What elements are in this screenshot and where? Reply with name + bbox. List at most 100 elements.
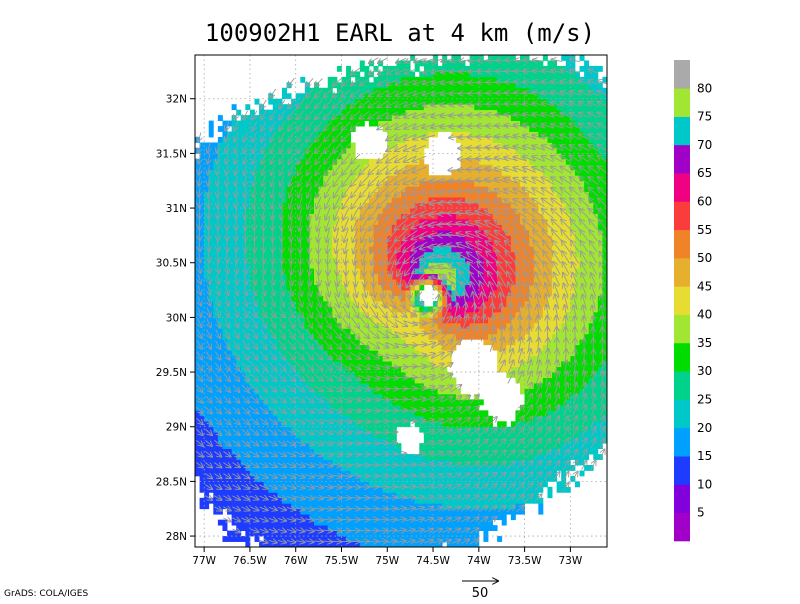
wind-cell — [350, 273, 356, 280]
wind-cell — [272, 164, 278, 171]
wind-cell — [295, 306, 301, 313]
wind-cell — [474, 126, 480, 132]
wind-cell — [396, 508, 402, 515]
wind-cell — [405, 131, 411, 138]
wind-cell — [291, 251, 297, 258]
wind-cell — [423, 169, 429, 176]
wind-cell — [460, 481, 466, 488]
wind-cell — [208, 273, 214, 280]
wind-cell — [268, 437, 274, 444]
wind-cell — [295, 393, 301, 400]
wind-cell — [231, 432, 237, 439]
wind-cell — [314, 142, 319, 149]
wind-cell — [474, 508, 480, 515]
wind-cell — [350, 361, 356, 367]
wind-cell — [222, 519, 228, 526]
wind-cell — [423, 372, 429, 378]
wind-cell — [451, 197, 457, 203]
wind-cell — [460, 448, 466, 455]
wind-cell — [281, 142, 287, 149]
wind-cell — [368, 492, 374, 499]
wind-cell — [286, 410, 292, 417]
wind-cell — [341, 454, 347, 460]
wind-cell — [405, 142, 411, 149]
wind-cell — [245, 284, 251, 291]
wind-cell — [263, 235, 269, 242]
wind-cell — [355, 208, 361, 214]
wind-cell — [318, 93, 324, 100]
wind-cell — [263, 246, 269, 253]
wind-cell — [277, 508, 283, 515]
wind-cell — [204, 290, 210, 296]
wind-cell — [437, 377, 443, 384]
wind-cell — [373, 317, 379, 324]
wind-cell — [277, 475, 283, 482]
wind-cell — [414, 76, 420, 83]
wind-cell — [368, 251, 374, 258]
wind-cell — [222, 301, 228, 307]
wind-cell — [222, 153, 228, 160]
wind-cell — [318, 459, 324, 466]
wind-cell — [245, 350, 251, 357]
wind-cell — [346, 213, 352, 220]
wind-cell — [451, 448, 457, 455]
wind-cell — [401, 131, 406, 138]
wind-cell — [359, 76, 365, 83]
wind-cell — [323, 508, 329, 515]
wind-cell — [263, 459, 269, 466]
wind-cell — [419, 158, 425, 165]
wind-cell — [323, 197, 329, 203]
wind-cell — [323, 344, 329, 351]
wind-cell — [336, 186, 342, 193]
wind-cell — [387, 87, 393, 94]
wind-cell — [208, 350, 214, 357]
wind-cell — [304, 486, 310, 493]
wind-cell — [263, 147, 269, 154]
wind-cell — [318, 175, 324, 182]
wind-cell — [208, 202, 214, 209]
wind-cell — [469, 503, 475, 510]
wind-cell — [286, 388, 292, 395]
wind-cell — [332, 530, 338, 537]
wind-cell — [332, 393, 338, 400]
wind-cell — [240, 295, 246, 302]
wind-cell — [268, 311, 274, 318]
wind-cell — [300, 459, 306, 466]
wind-cell — [236, 404, 242, 411]
wind-cell — [341, 186, 347, 193]
wind-cell — [391, 519, 397, 526]
wind-cell — [286, 109, 292, 116]
wind-cell — [437, 235, 443, 242]
wind-cell — [465, 180, 471, 187]
wind-cell — [350, 481, 356, 488]
wind-cell — [341, 131, 347, 138]
wind-cell — [442, 437, 448, 444]
wind-cell — [469, 454, 475, 460]
wind-cell — [208, 306, 214, 313]
wind-cell — [249, 186, 255, 193]
wind-cell — [263, 213, 269, 220]
wind-cell — [314, 437, 319, 444]
wind-cell — [414, 328, 420, 335]
wind-cell — [318, 295, 324, 302]
wind-cell — [318, 372, 324, 378]
wind-cell — [323, 536, 329, 542]
wind-cell — [460, 459, 466, 466]
wind-cell — [295, 322, 301, 329]
wind-cell — [314, 415, 319, 422]
wind-cell — [208, 175, 214, 182]
wind-cell — [405, 514, 411, 521]
wind-cell — [236, 186, 242, 193]
wind-cell — [259, 295, 265, 302]
wind-cell — [227, 120, 233, 127]
wind-cell — [405, 404, 411, 411]
wind-cell — [405, 399, 411, 406]
wind-cell — [327, 137, 333, 143]
wind-cell — [195, 377, 200, 384]
wind-cell — [240, 454, 246, 460]
wind-cell — [405, 186, 411, 193]
wind-cell — [217, 115, 223, 121]
wind-cell — [272, 339, 278, 346]
wind-cell — [410, 104, 416, 111]
wind-cell — [460, 536, 466, 542]
